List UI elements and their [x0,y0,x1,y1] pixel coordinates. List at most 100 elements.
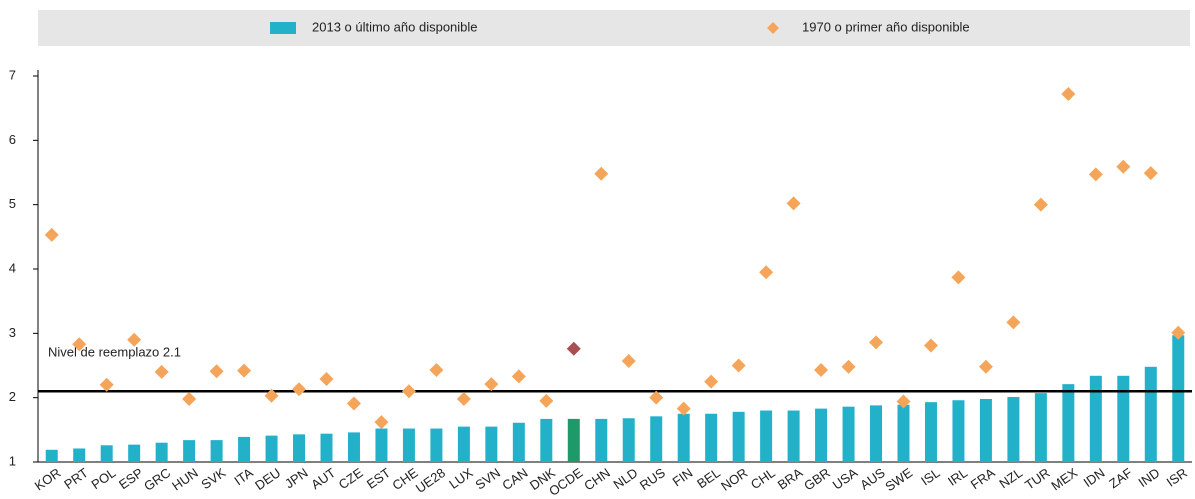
x-tick-label: HUN [169,465,201,493]
bar [457,426,470,462]
x-tick-label: SVN [473,465,504,493]
legend-swatch [767,22,779,34]
marker [127,332,142,347]
x-tick-label: AUS [857,465,888,493]
x-tick-label: IND [1136,465,1163,490]
x-tick-label: RUS [637,465,668,493]
x-tick-label: IDN [1081,465,1108,490]
x-tick-label: LUX [446,465,476,492]
bar [1117,375,1130,462]
x-tick-label: BRA [775,465,806,493]
bar [155,442,168,462]
bar [567,418,580,462]
bar [897,404,910,462]
bar [842,406,855,462]
marker [209,364,224,379]
legend-label: 2013 o último año disponible [312,19,478,34]
legend-box [38,10,1190,46]
marker [511,369,526,384]
y-tick-label: 4 [9,260,16,275]
marker [649,390,664,405]
bar [1089,375,1102,462]
bar [375,428,388,462]
x-tick-label: GBR [801,465,833,493]
bar [1144,366,1157,462]
x-tick-label: JPN [282,465,311,491]
bar [265,435,278,462]
marker [951,270,966,285]
marker [264,388,279,403]
bar [45,449,58,462]
legend-label: 1970 o primer año disponible [802,19,970,34]
x-tick-label: KOR [32,465,64,493]
bar [183,440,196,462]
marker [429,363,444,378]
marker [99,377,114,392]
x-tick-label: CAN [499,465,530,493]
bar [402,428,415,462]
legend-swatch [270,22,296,34]
marker [237,363,252,378]
x-tick-label: BEL [694,465,723,491]
bar [815,408,828,462]
bar [485,426,498,462]
bar [595,418,608,462]
bar [705,413,718,462]
marker [704,374,719,389]
marker [731,358,746,373]
marker [1006,315,1021,330]
marker [44,227,59,242]
bar [512,422,525,462]
bar [320,433,333,462]
marker [346,396,361,411]
bar [677,413,690,462]
bar [924,402,937,462]
marker [814,363,829,378]
marker [978,359,993,374]
y-tick-label: 1 [9,453,16,468]
x-tick-label: NZL [996,465,1025,491]
marker [594,166,609,181]
bar [1172,335,1185,462]
y-tick-label: 6 [9,132,16,147]
marker [539,393,554,408]
x-tick-label: SWE [882,465,915,494]
marker [1116,159,1131,174]
x-tick-label: ISL [918,465,943,488]
x-tick-label: ESP [116,465,146,492]
x-tick-label: TUR [1022,465,1052,493]
bar [732,411,745,462]
x-tick-label: CHL [748,465,778,492]
marker [484,377,499,392]
x-tick-label: CHN [581,465,613,493]
x-tick-label: ZAF [1106,465,1135,491]
bar [870,405,883,462]
x-tick-label: NLD [611,465,641,492]
marker [1033,197,1048,212]
x-tick-label: POL [88,465,118,492]
bar [347,432,360,462]
x-tick-label: USA [830,465,861,493]
marker [1061,87,1076,102]
bar [760,410,773,462]
x-tick-label: SVK [198,465,228,492]
bar [787,410,800,462]
x-tick-label: EST [364,465,393,492]
x-tick-label: MEX [1048,465,1080,494]
marker [1171,325,1186,340]
marker [182,391,197,406]
bar [622,418,635,462]
marker [869,335,884,350]
x-tick-label: FRA [968,465,998,492]
marker [319,372,334,387]
bar [540,418,553,462]
x-tick-label: GRC [141,465,173,494]
bar [430,428,443,462]
marker [1088,167,1103,182]
bar [1007,397,1020,462]
y-tick-label: 5 [9,196,16,211]
marker [923,338,938,353]
x-tick-label: NOR [718,465,750,494]
marker [566,341,581,356]
marker [374,415,389,430]
